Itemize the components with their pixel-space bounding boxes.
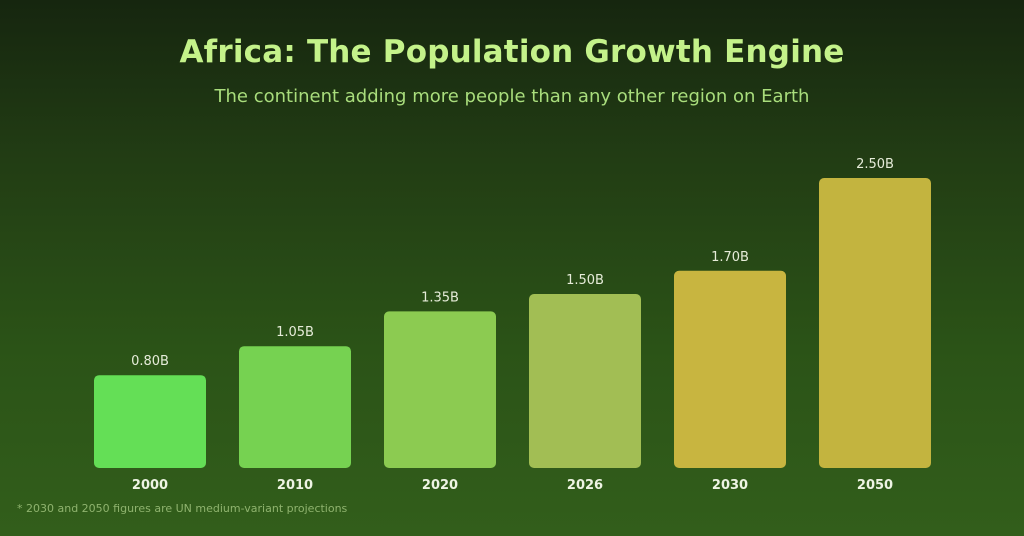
category-label-2000: 2000 [132,478,168,493]
bar-2026 [529,294,641,468]
value-label-2030: 1.70B [711,250,749,265]
category-label-2030: 2030 [712,478,748,493]
footnote: * 2030 and 2050 figures are UN medium-va… [17,502,348,515]
value-label-2000: 0.80B [131,354,169,369]
category-label-2026: 2026 [567,478,603,493]
category-labels-layer: 2000 2010 2020 2026 2030 2050 [132,478,893,493]
bar-2030 [674,270,786,468]
chart-subtitle: The continent adding more people than an… [214,86,810,107]
category-label-2050: 2050 [857,478,893,493]
value-label-2010: 1.05B [276,325,314,340]
value-labels-layer: 0.80B 1.05B 1.35B 1.50B 1.70B 2.50B [131,157,894,369]
value-label-2026: 1.50B [566,273,604,288]
chart-title: Africa: The Population Growth Engine [179,34,845,70]
category-label-2020: 2020 [422,478,458,493]
bar-2050 [819,178,931,468]
bar-2000 [94,375,206,468]
value-label-2020: 1.35B [421,290,459,305]
bar-2020 [384,311,496,468]
bar-2010 [239,346,351,468]
value-label-2050: 2.50B [856,157,894,172]
bars-layer [94,178,931,468]
category-label-2010: 2010 [277,478,313,493]
